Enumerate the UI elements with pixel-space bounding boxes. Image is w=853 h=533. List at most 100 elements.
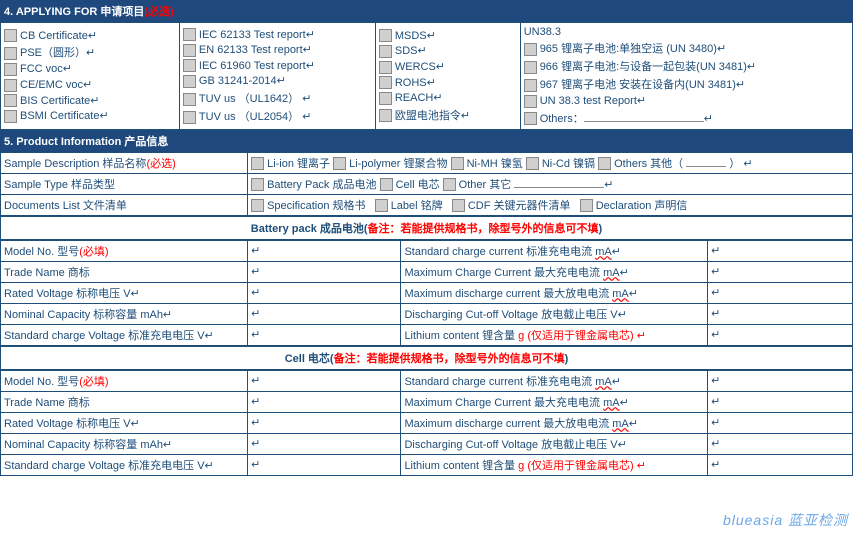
field-input[interactable]: ↵ xyxy=(708,370,853,391)
field-input[interactable]: ↵ xyxy=(248,433,401,454)
opt-label: BSMI Certificate↵ xyxy=(20,110,109,122)
field-input[interactable]: ↵ xyxy=(708,433,853,454)
others-input[interactable] xyxy=(584,121,704,122)
checkbox[interactable] xyxy=(524,79,537,92)
opt-label: CE/EMC voc↵ xyxy=(20,79,92,91)
opt-label: SDS↵ xyxy=(395,45,427,57)
sample-desc-opts: Li-ion 锂离子 Li-polymer 锂聚合物 Ni-MH 镍氢 Ni-C… xyxy=(248,152,853,173)
checkbox[interactable] xyxy=(524,112,537,125)
field-label: Trade Name 商标 xyxy=(1,391,248,412)
checkbox[interactable] xyxy=(183,111,196,124)
checkbox[interactable] xyxy=(333,157,346,170)
opt-label: Others： xyxy=(540,113,584,125)
field-label: Rated Voltage 标称电压 V↵ xyxy=(1,282,248,303)
checkbox[interactable] xyxy=(4,29,17,42)
other-input[interactable] xyxy=(514,187,604,188)
field-label: Standard charge Voltage 标准充电电压 V↵ xyxy=(1,454,248,475)
field-input[interactable]: ↵ xyxy=(708,303,853,324)
opt-label: WERCS↵ xyxy=(395,61,445,73)
field-input[interactable]: ↵ xyxy=(248,370,401,391)
checkbox[interactable] xyxy=(183,28,196,41)
field-input[interactable]: ↵ xyxy=(708,391,853,412)
field-label: Standard charge Voltage 标准充电电压 V↵ xyxy=(1,324,248,345)
opt-label: TUV us （UL2054） ↵ xyxy=(199,111,312,123)
col3: MSDS↵SDS↵WERCS↵ROHS↵REACH↵欧盟电池指令↵ xyxy=(375,23,520,130)
checkbox[interactable] xyxy=(452,199,465,212)
field-input[interactable]: ↵ xyxy=(708,240,853,261)
checkbox[interactable] xyxy=(4,47,17,60)
checkbox[interactable] xyxy=(251,157,264,170)
opt-label: PSE（圆形）↵ xyxy=(20,47,95,59)
field-label: Lithium content 锂含量 g (仅适用于锂金属电芯) ↵ xyxy=(401,454,708,475)
field-input[interactable]: ↵ xyxy=(248,303,401,324)
field-input[interactable]: ↵ xyxy=(248,240,401,261)
docs-label: Documents List 文件清单 xyxy=(1,194,248,215)
checkbox[interactable] xyxy=(251,178,264,191)
checkbox[interactable] xyxy=(524,61,537,74)
checkbox[interactable] xyxy=(183,93,196,106)
product-info: Sample Description 样品名称(必选) Li-ion 锂离子 L… xyxy=(0,152,853,216)
field-label: Trade Name 商标 xyxy=(1,261,248,282)
checkbox[interactable] xyxy=(183,59,196,72)
checkbox[interactable] xyxy=(524,43,537,56)
opt-label: REACH↵ xyxy=(395,92,443,104)
opt-label: CB Certificate↵ xyxy=(20,30,97,42)
opt-label: 965 锂离子电池:单独空运 (UN 3480)↵ xyxy=(540,43,726,55)
field-input[interactable]: ↵ xyxy=(248,391,401,412)
checkbox[interactable] xyxy=(580,199,593,212)
opt-label: UN 38.3 test Report↵ xyxy=(540,95,646,107)
sample-type-label: Sample Type 样品类型 xyxy=(1,173,248,194)
checkbox[interactable] xyxy=(379,76,392,89)
col1: CB Certificate↵PSE（圆形）↵FCC voc↵CE/EMC vo… xyxy=(1,23,180,130)
field-label: Maximum Charge Current 最大充电电流 mA↵ xyxy=(401,391,708,412)
applying-table: CB Certificate↵PSE（圆形）↵FCC voc↵CE/EMC vo… xyxy=(0,22,853,130)
checkbox[interactable] xyxy=(251,199,264,212)
opt-label: MSDS↵ xyxy=(395,30,436,42)
field-input[interactable]: ↵ xyxy=(248,282,401,303)
checkbox[interactable] xyxy=(379,109,392,122)
field-input[interactable]: ↵ xyxy=(708,261,853,282)
checkbox[interactable] xyxy=(526,157,539,170)
field-input[interactable]: ↵ xyxy=(248,454,401,475)
checkbox[interactable] xyxy=(4,79,17,92)
checkbox[interactable] xyxy=(379,29,392,42)
checkbox[interactable] xyxy=(4,94,17,107)
sec4-cn: 申请项目 xyxy=(100,6,144,18)
checkbox[interactable] xyxy=(380,178,393,191)
field-label: Maximum Charge Current 最大充电电流 mA↵ xyxy=(401,261,708,282)
checkbox[interactable] xyxy=(375,199,388,212)
opt-label: IEC 62133 Test report↵ xyxy=(199,29,315,41)
field-input[interactable]: ↵ xyxy=(708,282,853,303)
field-label: Nominal Capacity 标称容量 mAh↵ xyxy=(1,433,248,454)
opt-label: ROHS↵ xyxy=(395,77,436,89)
field-label: Discharging Cut-off Voltage 放电截止电压 V↵ xyxy=(401,433,708,454)
checkbox[interactable] xyxy=(451,157,464,170)
field-input[interactable]: ↵ xyxy=(248,261,401,282)
form: 4. APPLYING FOR 申请项目(必选) CB Certificate↵… xyxy=(0,0,853,476)
field-input[interactable]: ↵ xyxy=(708,324,853,345)
checkbox[interactable] xyxy=(4,110,17,123)
opt-label: GB 31241-2014↵ xyxy=(199,75,286,87)
checkbox[interactable] xyxy=(379,45,392,58)
field-input[interactable]: ↵ xyxy=(708,412,853,433)
other-input[interactable] xyxy=(686,166,726,167)
checkbox[interactable] xyxy=(379,92,392,105)
field-label: Model No. 型号(必填) xyxy=(1,240,248,261)
field-input[interactable]: ↵ xyxy=(248,412,401,433)
opt-label: IEC 61960 Test report↵ xyxy=(199,60,315,72)
field-label: Standard charge current 标准充电电流 mA↵ xyxy=(401,240,708,261)
checkbox[interactable] xyxy=(443,178,456,191)
checkbox[interactable] xyxy=(4,63,17,76)
field-input[interactable]: ↵ xyxy=(708,454,853,475)
sec4-en: 4. APPLYING FOR xyxy=(4,6,97,18)
field-input[interactable]: ↵ xyxy=(248,324,401,345)
field-label: Maximum discharge current 最大放电电流 mA↵ xyxy=(401,282,708,303)
checkbox[interactable] xyxy=(183,75,196,88)
opt-label: 966 锂离子电池:与设备一起包装(UN 3481)↵ xyxy=(540,61,756,73)
field-label: Model No. 型号(必填) xyxy=(1,370,248,391)
checkbox[interactable] xyxy=(524,95,537,108)
checkbox[interactable] xyxy=(598,157,611,170)
checkbox[interactable] xyxy=(379,61,392,74)
sec4-req: (必选) xyxy=(144,6,173,18)
checkbox[interactable] xyxy=(183,44,196,57)
